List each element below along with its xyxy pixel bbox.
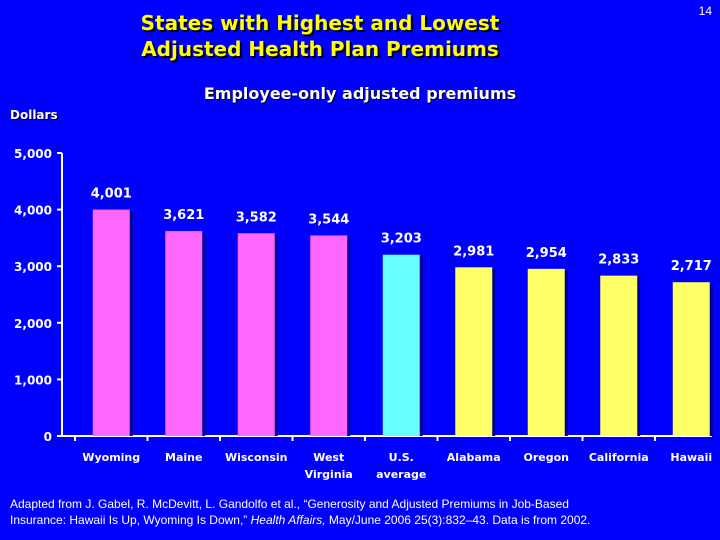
x-tick-label: Virginia xyxy=(305,468,353,481)
bar xyxy=(165,231,203,436)
bar-value-label: 3,544 xyxy=(308,212,349,227)
x-tick-label: Wisconsin xyxy=(225,451,288,464)
bar xyxy=(527,268,565,436)
chart-subtitle: Employee-only adjusted premiums xyxy=(0,84,720,103)
bar-value-label: 2,954 xyxy=(526,246,567,261)
y-tick-label: 3,000 xyxy=(14,260,52,274)
bar-value-label: 3,582 xyxy=(236,210,277,225)
x-tick-label: U.S. xyxy=(389,451,414,464)
bar-value-label: 3,203 xyxy=(381,232,422,247)
bar xyxy=(310,235,348,436)
source-line-2-end: May/June 2006 25(3):832–43. Data is from… xyxy=(325,513,591,527)
x-tick-label: Maine xyxy=(165,451,202,464)
y-tick-label: 4,000 xyxy=(14,204,52,218)
bar xyxy=(672,282,710,436)
y-tick-label: 5,000 xyxy=(14,147,52,161)
bar xyxy=(600,275,638,436)
y-tick-label: 2,000 xyxy=(14,317,52,331)
y-tick-label: 1,000 xyxy=(14,373,52,387)
bar xyxy=(382,254,420,436)
x-tick-label: average xyxy=(376,468,426,481)
x-tick-label: Wyoming xyxy=(82,451,140,464)
x-tick-label: West xyxy=(313,451,344,464)
x-tick-label: Oregon xyxy=(524,451,570,464)
x-tick-label: Alabama xyxy=(447,451,501,464)
source-journal: Health Affairs, xyxy=(250,513,326,527)
bar xyxy=(237,233,275,436)
y-tick-label: 0 xyxy=(44,430,52,444)
chart-title-line-1: States with Highest and Lowest xyxy=(140,11,500,35)
source-line-2-start: Insurance: Hawaii Is Up, Wyoming Is Down… xyxy=(10,513,251,527)
bar-value-label: 2,717 xyxy=(671,259,712,274)
bar xyxy=(455,267,493,436)
chart-title-line-2: Adjusted Health Plan Premiums xyxy=(141,37,499,61)
source-line-1: Adapted from J. Gabel, R. McDevitt, L. G… xyxy=(10,497,569,511)
source-citation: Adapted from J. Gabel, R. McDevitt, L. G… xyxy=(10,496,710,528)
bar xyxy=(92,209,130,436)
bar-value-label: 4,001 xyxy=(91,187,132,202)
source-line-2: Insurance: Hawaii Is Up, Wyoming Is Down… xyxy=(10,512,710,528)
x-tick-label: Hawaii xyxy=(670,451,712,464)
chart-subtitle-text: Employee-only adjusted premiums xyxy=(203,84,517,103)
bar-value-label: 2,833 xyxy=(598,253,639,268)
slide-number: 14 xyxy=(698,4,712,18)
chart-title: States with Highest and Lowest Adjusted … xyxy=(0,10,720,62)
bar-value-label: 3,621 xyxy=(163,208,204,223)
bar-value-label: 2,981 xyxy=(453,244,494,259)
y-axis-label: Dollars xyxy=(10,108,58,122)
x-tick-label: California xyxy=(589,451,649,464)
